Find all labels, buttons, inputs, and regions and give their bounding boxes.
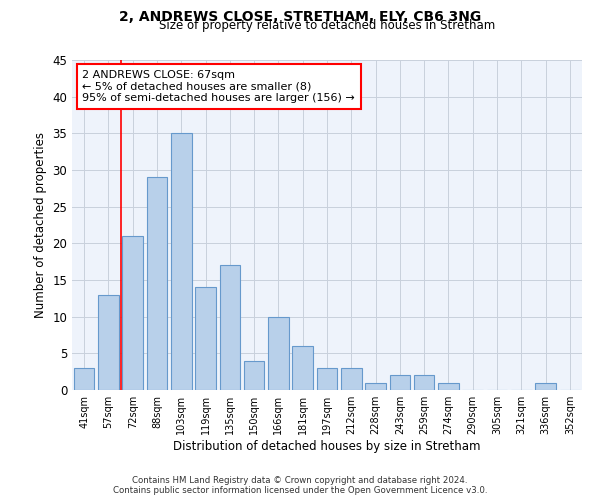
Text: 2, ANDREWS CLOSE, STRETHAM, ELY, CB6 3NG: 2, ANDREWS CLOSE, STRETHAM, ELY, CB6 3NG: [119, 10, 481, 24]
Y-axis label: Number of detached properties: Number of detached properties: [34, 132, 47, 318]
Bar: [414, 376, 434, 390]
Bar: [98, 294, 119, 390]
Bar: [146, 178, 167, 390]
Bar: [195, 288, 216, 390]
Bar: [244, 360, 265, 390]
Bar: [389, 376, 410, 390]
Bar: [268, 316, 289, 390]
X-axis label: Distribution of detached houses by size in Stretham: Distribution of detached houses by size …: [173, 440, 481, 453]
Bar: [317, 368, 337, 390]
Text: Contains HM Land Registry data © Crown copyright and database right 2024.
Contai: Contains HM Land Registry data © Crown c…: [113, 476, 487, 495]
Bar: [122, 236, 143, 390]
Bar: [292, 346, 313, 390]
Bar: [220, 266, 240, 390]
Bar: [438, 382, 459, 390]
Bar: [365, 382, 386, 390]
Bar: [171, 134, 191, 390]
Bar: [74, 368, 94, 390]
Bar: [535, 382, 556, 390]
Title: Size of property relative to detached houses in Stretham: Size of property relative to detached ho…: [159, 20, 495, 32]
Bar: [341, 368, 362, 390]
Text: 2 ANDREWS CLOSE: 67sqm
← 5% of detached houses are smaller (8)
95% of semi-detac: 2 ANDREWS CLOSE: 67sqm ← 5% of detached …: [82, 70, 355, 103]
